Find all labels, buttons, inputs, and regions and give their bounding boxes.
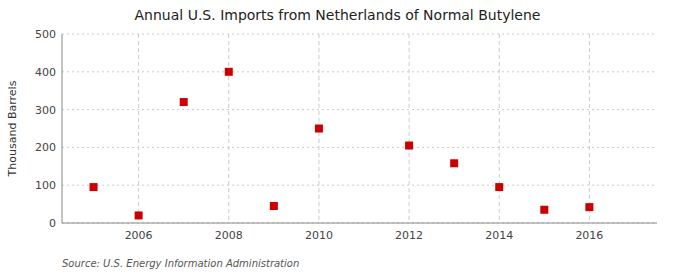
point	[90, 183, 98, 191]
point	[495, 183, 503, 191]
points	[90, 68, 594, 220]
x-grid-line	[589, 34, 590, 223]
y-axis-line	[62, 34, 63, 223]
x-tick-label: 2014	[485, 229, 513, 242]
x-grid-line	[138, 34, 139, 223]
y-tick-label: 200	[35, 141, 56, 154]
y-grid-line	[62, 185, 657, 186]
x-tick-label: 2012	[395, 229, 423, 242]
point	[225, 68, 233, 76]
y-grid-line	[62, 109, 657, 110]
x-tick-label: 2008	[215, 229, 243, 242]
y-grid-line	[62, 223, 657, 224]
y-tick-label: 500	[35, 28, 56, 41]
chart: Annual U.S. Imports from Netherlands of …	[0, 0, 675, 275]
grid	[62, 34, 657, 223]
point	[270, 202, 278, 210]
point	[315, 125, 323, 133]
y-tick-label: 300	[35, 104, 56, 117]
point	[450, 159, 458, 167]
point	[540, 206, 548, 214]
point	[135, 211, 143, 219]
point	[585, 203, 593, 211]
x-grid-line	[228, 34, 229, 223]
y-grid-line	[62, 71, 657, 72]
title: Annual U.S. Imports from Netherlands of …	[135, 7, 541, 23]
x-grid-line	[409, 34, 410, 223]
y-tick-label: 0	[49, 217, 56, 230]
y-grid-line	[62, 147, 657, 148]
x-axis-line	[62, 223, 657, 224]
y-tick-label: 400	[35, 66, 56, 79]
y-grid-line	[62, 34, 657, 35]
x-tick-label: 2016	[575, 229, 603, 242]
point	[180, 98, 188, 106]
point	[405, 142, 413, 150]
annotation: Source: U.S. Energy Information Administ…	[62, 258, 299, 269]
x-tick-label: 2006	[125, 229, 153, 242]
y-axis-label: Thousand Barrels	[6, 80, 19, 177]
x-tick-label: 2010	[305, 229, 333, 242]
y-tick-label: 100	[35, 179, 56, 192]
x-grid-line	[499, 34, 500, 223]
